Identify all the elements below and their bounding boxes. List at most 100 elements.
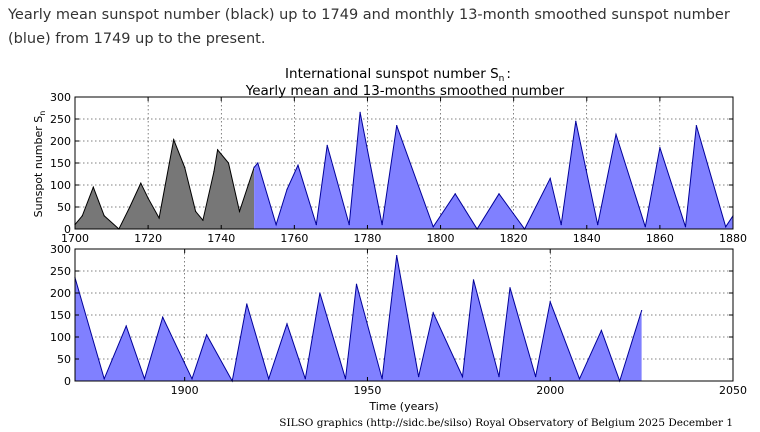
data-point [498,193,500,195]
data-point [315,224,317,226]
data-point [597,224,599,226]
y-axis-label: Sunspot number Sn [32,111,47,218]
chart-title-line1: International sunspot number Sn: [285,66,511,84]
data-point [418,376,420,378]
data-point [454,193,456,195]
data-point [246,303,248,305]
data-point [396,255,398,257]
data-point [286,188,288,190]
data-point [92,186,94,188]
data-point [575,120,577,122]
y-tick-label: 300 [50,91,71,104]
x-tick-label: 1900 [171,384,199,397]
data-point [103,215,105,217]
data-point [498,376,500,378]
data-point [549,177,551,179]
data-point [509,287,511,289]
x-axis-label: Time (years) [368,400,438,413]
data-point [355,283,358,285]
y-tick-label: 50 [57,353,71,366]
y-tick-label: 250 [50,113,71,126]
y-tick-label: 0 [64,375,71,388]
x-tick-label: 1880 [719,232,747,245]
x-tick-label: 1740 [207,232,235,245]
data-point [202,219,204,221]
data-point [286,323,288,325]
data-point [195,210,197,212]
data-point [158,217,160,219]
data-point [184,166,186,168]
x-tick-label: 2050 [719,384,747,397]
x-tick-label: 1760 [280,232,308,245]
y-tick-label: 100 [50,179,71,192]
data-point [381,378,383,380]
x-tick-label: 1860 [646,232,674,245]
x-tick-label: 1700 [61,232,89,245]
data-point [695,125,698,127]
top-panel: 0 50 100 150 200 250 300 1700 1720 1740 1760 1780 18… [50,91,747,245]
data-point [578,378,581,380]
y-tick-label: 300 [50,243,71,256]
data-point [644,226,646,228]
data-point [81,215,83,217]
data-point [461,376,464,378]
data-point [432,226,434,228]
data-point [257,162,259,164]
x-tick-label: 1820 [500,232,528,245]
data-point [725,226,727,228]
data-point [600,329,603,331]
data-point [217,149,219,151]
data-point [560,224,562,226]
y-tick-label: 150 [50,309,71,322]
credit-line: SILSO graphics (http://sidc.be/silso) Ro… [279,417,733,429]
data-point [304,378,306,380]
x-tick-label: 1720 [134,232,162,245]
x-tick-label: 1950 [353,384,381,397]
data-point [173,139,175,141]
figure-caption: Yearly mean sunspot number (black) up to… [8,7,730,47]
chart-title-line2: Yearly mean and 13-months smoothed numbe… [245,83,565,99]
data-point [191,378,193,380]
data-point [381,224,383,226]
data-point [125,325,127,327]
data-point [129,206,131,208]
x-tick-label: 1780 [353,232,381,245]
data-point [359,111,361,113]
series-line-black [74,137,255,230]
y-tick-label: 200 [50,135,71,148]
data-point [319,292,321,294]
series-area-black [75,139,255,229]
data-point [162,316,164,318]
series-area-blue [254,112,733,229]
data-point [140,182,142,184]
data-point [213,171,215,173]
data-point [684,226,687,228]
data-point [549,301,551,303]
data-point [326,144,328,146]
data-point [238,210,241,212]
y-tick-label: 150 [50,157,71,170]
data-point [227,162,230,164]
x-tick-label: 1800 [427,232,455,245]
data-point [659,147,661,149]
x-tick-label: 2000 [536,384,564,397]
bottom-panel: 0 50 100 150 200 250 300 1900 1950 2000 2050 [50,243,747,397]
data-point [206,334,208,336]
data-point [641,310,643,312]
data-point [253,166,255,168]
data-point [535,376,537,378]
data-point [297,164,299,166]
data-point [615,133,617,135]
data-point [268,378,270,380]
data-point [396,125,398,127]
data-point [432,312,434,314]
data-point [143,378,146,380]
data-point [472,279,475,281]
data-point [348,224,350,226]
y-tick-label: 250 [50,265,71,278]
y-tick-label: 100 [50,331,71,344]
y-tick-label: 0 [64,223,71,236]
data-point [275,224,277,226]
data-point [147,197,149,199]
